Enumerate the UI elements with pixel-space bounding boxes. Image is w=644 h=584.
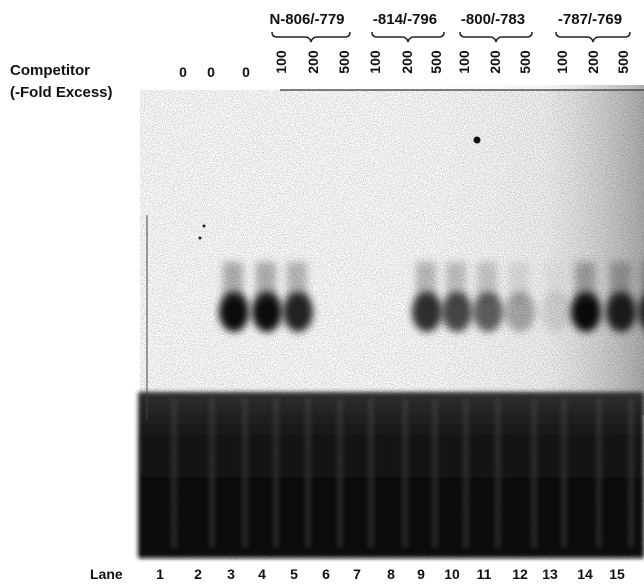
band-smear [642, 262, 644, 302]
amount-label: 100 [273, 50, 289, 74]
group-label: -800/-783 [461, 11, 525, 28]
speck [202, 224, 206, 228]
amount-label: 0 [207, 64, 215, 80]
lane-number: 14 [577, 566, 593, 582]
group-bracket [271, 31, 351, 43]
lane-gap [305, 398, 311, 548]
lane-number: 7 [353, 566, 361, 582]
lane-gap [432, 398, 438, 548]
amount-label: 200 [305, 50, 321, 74]
lane-gap [531, 398, 537, 548]
lane-number: 1 [156, 566, 164, 582]
band-smear [446, 262, 466, 302]
lane-number: 3 [227, 566, 235, 582]
amount-label: 100 [456, 50, 472, 74]
lane-number: 13 [542, 566, 558, 582]
shifted-band [541, 292, 571, 332]
amount-label: 100 [554, 50, 570, 74]
band-smear [416, 262, 436, 302]
lane-label: Lane [90, 566, 123, 582]
band-smear [610, 262, 630, 302]
group-label: -787/-769 [558, 11, 622, 28]
lane-number: 15 [609, 566, 625, 582]
lane-number: 10 [444, 566, 460, 582]
lane-gap [463, 398, 469, 548]
lane-number: 4 [258, 566, 266, 582]
amount-label: 200 [399, 50, 415, 74]
lane-gap [402, 398, 408, 548]
lane-gap [273, 398, 279, 548]
lane-number: 9 [417, 566, 425, 582]
lane-gap [368, 398, 374, 548]
band-smear [509, 262, 529, 302]
amount-label: 500 [336, 50, 352, 74]
fold-excess-label: (-Fold Excess) [10, 84, 113, 101]
lane-gap [596, 398, 602, 548]
lane-number: 2 [194, 566, 202, 582]
band-smear [575, 262, 595, 302]
gel-grain [140, 90, 644, 560]
lane-gap [561, 398, 567, 548]
group-bracket [459, 31, 533, 43]
amount-label: 0 [242, 64, 250, 80]
band-smear [223, 262, 243, 302]
group-bracket [555, 31, 631, 43]
amount-label: 200 [585, 50, 601, 74]
group-label: -814/-796 [373, 11, 437, 28]
amount-label: 200 [487, 50, 503, 74]
amount-label: 0 [179, 64, 187, 80]
band-smear [477, 262, 497, 302]
amount-label: 500 [428, 50, 444, 74]
band-smear [287, 262, 307, 302]
lane-gap [209, 398, 215, 548]
speck [198, 236, 202, 240]
lane-number: 6 [322, 566, 330, 582]
competitor-label: Competitor [10, 62, 90, 79]
lane-number: 12 [512, 566, 528, 582]
group-label: N-806/-779 [269, 11, 344, 28]
lane-gap [242, 398, 248, 548]
amount-label: 500 [615, 50, 631, 74]
amount-label: 100 [367, 50, 383, 74]
lane-gap [628, 398, 634, 548]
band-smear [256, 262, 276, 302]
group-bracket [371, 31, 445, 43]
shifted-band [638, 296, 644, 328]
lane-number: 5 [290, 566, 298, 582]
lane-number: 8 [387, 566, 395, 582]
lane-gap [337, 398, 343, 548]
amount-label: 500 [517, 50, 533, 74]
lane-number: 11 [477, 566, 492, 582]
speck [473, 136, 481, 144]
lane-gap [495, 398, 501, 548]
band-smear [545, 262, 565, 302]
lane-gap [171, 398, 177, 548]
